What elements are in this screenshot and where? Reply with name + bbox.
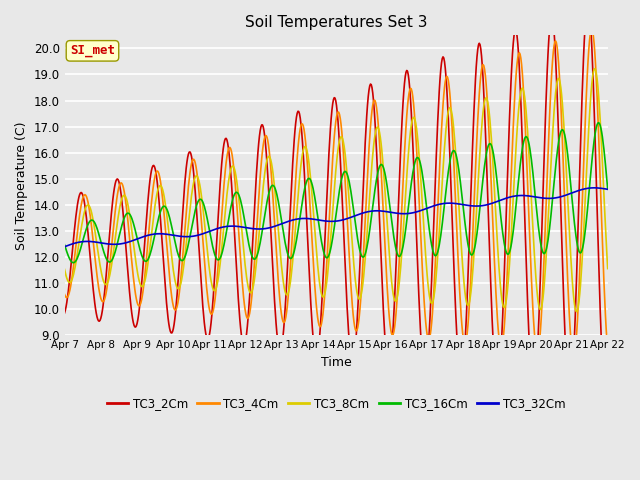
TC3_4Cm (570, 353, 577, 359)
TC3_2Cm (182, 173, 189, 179)
TC3_2Cm (61, 310, 68, 316)
TC3_8Cm (127, 216, 134, 222)
TC3_2Cm (584, 0, 592, 5)
TC3_4Cm (70, 256, 78, 262)
TC3_32Cm (590, 185, 598, 191)
TC3_8Cm (604, 266, 612, 272)
TC3_16Cm (61, 242, 68, 248)
TC3_32Cm (61, 244, 68, 250)
TC3_2Cm (127, 297, 134, 302)
TC3_2Cm (402, 69, 410, 75)
TC3_2Cm (418, 350, 426, 356)
TC3_4Cm (604, 347, 612, 352)
TC3_8Cm (418, 193, 426, 199)
TC3_8Cm (61, 266, 68, 272)
TC3_32Cm (70, 240, 78, 246)
TC3_16Cm (595, 120, 602, 126)
TC3_16Cm (211, 252, 219, 258)
TC3_8Cm (182, 249, 189, 254)
TC3_16Cm (127, 214, 135, 219)
TC3_32Cm (127, 239, 134, 244)
TC3_32Cm (604, 186, 612, 192)
TC3_16Cm (182, 251, 190, 256)
Legend: TC3_2Cm, TC3_4Cm, TC3_8Cm, TC3_16Cm, TC3_32Cm: TC3_2Cm, TC3_4Cm, TC3_8Cm, TC3_16Cm, TC3… (102, 392, 570, 415)
TC3_32Cm (182, 234, 189, 240)
TC3_8Cm (573, 309, 580, 314)
TC3_32Cm (211, 227, 218, 232)
TC3_8Cm (402, 185, 410, 191)
Line: TC3_16Cm: TC3_16Cm (65, 123, 608, 263)
Line: TC3_4Cm: TC3_4Cm (65, 29, 608, 356)
TC3_16Cm (71, 259, 79, 264)
TC3_4Cm (182, 219, 189, 225)
TC3_8Cm (591, 66, 598, 72)
TC3_16Cm (419, 173, 426, 179)
TC3_8Cm (70, 268, 78, 274)
Title: Soil Temperatures Set 3: Soil Temperatures Set 3 (245, 15, 428, 30)
TC3_2Cm (70, 228, 78, 233)
TC3_32Cm (418, 207, 426, 213)
TC3_2Cm (211, 281, 218, 287)
TC3_4Cm (402, 124, 410, 130)
TC3_4Cm (588, 26, 596, 32)
TC3_32Cm (402, 211, 410, 216)
X-axis label: Time: Time (321, 356, 351, 369)
TC3_4Cm (418, 256, 426, 262)
Line: TC3_2Cm: TC3_2Cm (65, 2, 608, 404)
TC3_2Cm (602, 401, 610, 407)
TC3_16Cm (403, 218, 411, 224)
TC3_16Cm (604, 186, 612, 192)
TC3_4Cm (211, 303, 218, 309)
Line: TC3_32Cm: TC3_32Cm (65, 188, 608, 247)
Text: SI_met: SI_met (70, 44, 115, 57)
TC3_2Cm (604, 392, 612, 398)
TC3_16Cm (70, 260, 77, 265)
TC3_8Cm (211, 288, 218, 294)
TC3_4Cm (61, 291, 68, 297)
Line: TC3_8Cm: TC3_8Cm (65, 69, 608, 312)
Y-axis label: Soil Temperature (C): Soil Temperature (C) (15, 121, 28, 250)
TC3_4Cm (127, 243, 134, 249)
